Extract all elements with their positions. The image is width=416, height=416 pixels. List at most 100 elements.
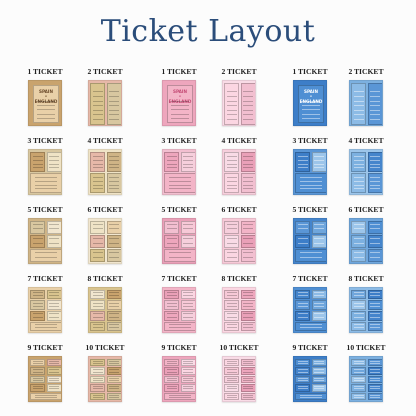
- ticket-print-line: [166, 223, 177, 225]
- ticket-print-line: [36, 100, 56, 102]
- layout-option-vintage-2[interactable]: 2 TICKET: [85, 66, 125, 126]
- ticket-print-line: [226, 377, 237, 379]
- ticket-print-line: [109, 177, 120, 179]
- ticket-thumbnail: [106, 358, 121, 367]
- ticket-thumbnail: [30, 375, 46, 384]
- ticket-print-line: [109, 109, 120, 111]
- ticket-thumbnail: [164, 220, 180, 234]
- ticket-print-line: [370, 292, 381, 294]
- ticket-print-line: [92, 109, 103, 111]
- ticket-thumbnail: [295, 220, 311, 234]
- ticket-thumbnail: [351, 249, 367, 263]
- ticket-print-line: [168, 184, 192, 186]
- layout-option-blue-5[interactable]: 5 TICKET: [290, 204, 330, 264]
- layout-option-blue-7[interactable]: 7 TICKET: [290, 273, 330, 333]
- ticket-print-line: [226, 237, 237, 239]
- ticket-print-line: [183, 163, 194, 165]
- ticket-thumbnail: [240, 358, 255, 367]
- ticket-thumbnail: [164, 384, 180, 392]
- ticket-print-line: [243, 313, 254, 315]
- layout-option-vintage-10[interactable]: 10 TICKET: [85, 342, 125, 402]
- ticket-print-line: [168, 396, 192, 398]
- layout-option-pink-7[interactable]: 7 TICKET: [159, 273, 199, 333]
- ticket-thumbnail: [224, 375, 240, 384]
- ticket-print-line: [34, 181, 58, 183]
- ticket-print-line: [314, 163, 325, 165]
- ticket-print-line: [92, 114, 103, 116]
- layout-option-blue-9[interactable]: 9 TICKET: [290, 342, 330, 402]
- layout-option-pink-3[interactable]: 3 TICKET: [159, 135, 199, 195]
- ticket-print-line: [109, 394, 120, 396]
- ticket-thumbnail: [46, 311, 61, 321]
- ticket-print-line: [92, 295, 103, 297]
- layout-thumbnail: [222, 80, 256, 126]
- ticket-print-line: [226, 256, 237, 258]
- ticket-thumbnail: [180, 234, 195, 249]
- layout-option-blue-4[interactable]: 4 TICKET: [346, 135, 386, 195]
- ticket-print-line: [370, 396, 381, 398]
- ticket-thumbnail: [295, 234, 311, 249]
- ticket-print-line: [109, 159, 120, 161]
- layout-option-vintage-4[interactable]: 4 TICKET: [85, 135, 125, 195]
- ticket-thumbnail: [30, 392, 61, 401]
- layout-option-blue-6[interactable]: 6 TICKET: [346, 204, 386, 264]
- ticket-print-line: [226, 114, 237, 116]
- ticket-print-line: [353, 100, 364, 102]
- ticket-print-line: [166, 242, 177, 244]
- layout-option-blue-1[interactable]: 1 TICKET SPAIN v ENGLAND: [290, 66, 330, 126]
- ticket-print-line: [34, 327, 58, 329]
- layout-thumbnail: [88, 80, 122, 126]
- layout-thumbnail: [293, 149, 327, 195]
- ticket-print-line: [36, 105, 56, 107]
- layout-option-pink-1[interactable]: 1 TICKET SPAIN v ENGLAND: [159, 66, 199, 126]
- ticket-thumbnail: [106, 321, 121, 332]
- ticket-print-line: [49, 292, 60, 294]
- layout-option-vintage-9[interactable]: 9 TICKET: [25, 342, 65, 402]
- layout-option-vintage-5[interactable]: 5 TICKET: [25, 204, 65, 264]
- layout-option-pink-5[interactable]: 5 TICKET: [159, 204, 199, 264]
- ticket-print-line: [170, 113, 190, 115]
- layout-option-pink-9[interactable]: 9 TICKET: [159, 342, 199, 402]
- layout-option-pink-4[interactable]: 4 TICKET: [219, 135, 259, 195]
- ticket-print-line: [353, 188, 364, 190]
- layout-option-vintage-6[interactable]: 6 TICKET: [85, 204, 125, 264]
- ticket-print-line: [109, 181, 120, 183]
- ticket-print-line: [183, 305, 194, 307]
- layout-label: 9 TICKET: [27, 343, 63, 352]
- layout-option-pink-6[interactable]: 6 TICKET: [219, 204, 259, 264]
- ticket-print-line: [34, 256, 58, 258]
- layout-option-vintage-8[interactable]: 8 TICKET: [85, 273, 125, 333]
- ticket-print-line: [370, 163, 381, 165]
- ticket-print-line: [49, 302, 60, 304]
- ticket-print-line: [370, 184, 381, 186]
- ticket-thumbnail: [30, 311, 46, 321]
- ticket-print-line: [353, 386, 364, 388]
- layout-option-blue-3[interactable]: 3 TICKET: [290, 135, 330, 195]
- ticket-print-line: [353, 156, 364, 158]
- ticket-print-line: [92, 156, 103, 158]
- layout-option-pink-10[interactable]: 10 TICKET: [219, 342, 259, 402]
- ticket-print-line: [226, 184, 237, 186]
- layout-thumbnail: [28, 149, 62, 195]
- layout-option-vintage-7[interactable]: 7 TICKET: [25, 273, 65, 333]
- ticket-print-line: [49, 237, 60, 239]
- layout-option-vintage-1[interactable]: 1 TICKET SPAIN v ENGLAND: [25, 66, 65, 126]
- ticket-print-line: [314, 313, 325, 315]
- ticket-thumbnail: [224, 220, 240, 234]
- ticket-thumbnail: [106, 375, 121, 384]
- ticket-print-line: [92, 167, 103, 169]
- layout-option-pink-8[interactable]: 8 TICKET: [219, 273, 259, 333]
- layout-label: 7 TICKET: [161, 274, 197, 283]
- layout-option-blue-8[interactable]: 8 TICKET: [346, 273, 386, 333]
- ticket-print-line: [166, 159, 177, 161]
- layout-option-vintage-3[interactable]: 3 TICKET: [25, 135, 65, 195]
- ticket-thumbnail: [106, 249, 121, 263]
- ticket-thumbnail: [30, 220, 46, 234]
- layout-label: 10 TICKET: [85, 343, 125, 352]
- layout-option-blue-2[interactable]: 2 TICKET: [346, 66, 386, 126]
- layout-option-pink-2[interactable]: 2 TICKET: [219, 66, 259, 126]
- layout-thumbnail: [222, 218, 256, 264]
- ticket-thumbnail: [224, 358, 240, 367]
- layout-option-blue-10[interactable]: 10 TICKET: [346, 342, 386, 402]
- ticket-thumbnail: [90, 375, 106, 384]
